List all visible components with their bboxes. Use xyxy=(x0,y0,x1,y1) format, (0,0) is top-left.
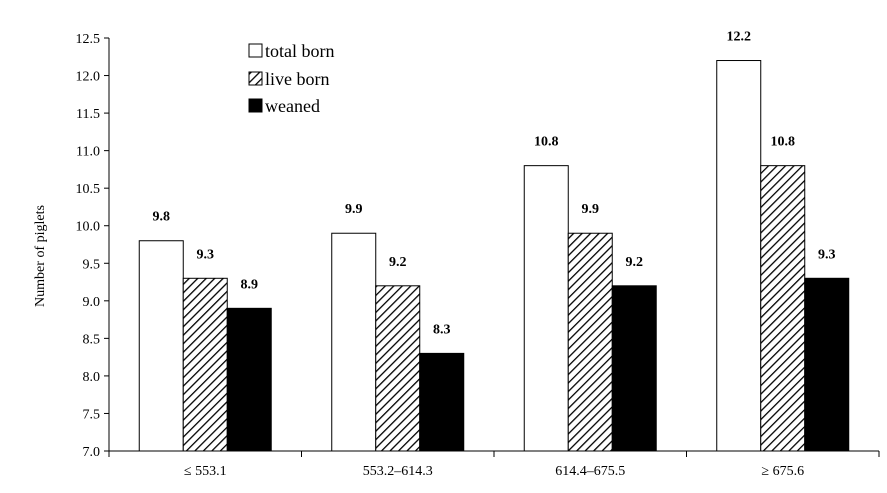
y-tick-label: 12.0 xyxy=(76,70,101,85)
y-tick-label: 11.0 xyxy=(76,145,100,160)
y-tick-label: 9.0 xyxy=(83,295,101,310)
y-tick-label: 8.0 xyxy=(83,370,101,385)
data-label: 9.9 xyxy=(582,202,600,217)
y-tick-label: 9.5 xyxy=(83,257,101,272)
data-label: 9.2 xyxy=(389,255,407,270)
x-tick-label: 553.2–614.3 xyxy=(363,464,433,479)
y-tick-label: 10.5 xyxy=(76,182,101,197)
data-label: 9.8 xyxy=(153,210,171,225)
bar-live-born-2 xyxy=(567,232,613,452)
bar-total-born-1 xyxy=(331,232,377,452)
x-tick-label: 614.4–675.5 xyxy=(555,464,625,479)
legend-label: live born xyxy=(265,69,330,89)
legend-label: weaned xyxy=(265,96,320,116)
legend-swatch-live-born xyxy=(248,71,263,86)
bar-weaned-1 xyxy=(419,352,465,452)
bar-weaned-2 xyxy=(611,285,657,452)
bar-total-born-0 xyxy=(138,240,184,452)
data-label: 9.9 xyxy=(345,202,363,217)
y-tick-label: 12.5 xyxy=(76,32,101,47)
bar-total-born-2 xyxy=(523,165,569,452)
bar-live-born-1 xyxy=(375,285,421,452)
data-label: 9.3 xyxy=(197,247,215,262)
bar-total-born-3 xyxy=(716,60,762,452)
data-label: 10.8 xyxy=(534,135,559,150)
data-label: 9.2 xyxy=(626,255,644,270)
data-label: 8.9 xyxy=(241,277,259,292)
bar-live-born-3 xyxy=(760,165,806,452)
x-tick-label: ≥ 675.6 xyxy=(761,464,804,479)
y-tick-label: 11.5 xyxy=(76,107,100,122)
y-tick-label: 7.5 xyxy=(83,407,101,422)
data-label: 9.3 xyxy=(818,247,836,262)
y-tick-label: 7.0 xyxy=(83,445,101,460)
data-label: 12.2 xyxy=(727,30,752,45)
x-tick-label: ≤ 553.1 xyxy=(184,464,227,479)
bar-live-born-0 xyxy=(182,277,228,452)
y-tick-label: 10.0 xyxy=(76,220,101,235)
legend-swatch-total-born xyxy=(248,43,263,58)
bar-weaned-0 xyxy=(226,307,272,452)
data-label: 10.8 xyxy=(771,135,796,150)
y-axis-title: Number of piglets xyxy=(33,205,48,307)
bar-weaned-3 xyxy=(804,277,850,452)
y-tick-label: 8.5 xyxy=(83,332,101,347)
legend-swatch-weaned xyxy=(248,98,263,113)
data-label: 8.3 xyxy=(433,322,451,337)
legend-label: total born xyxy=(265,41,335,61)
